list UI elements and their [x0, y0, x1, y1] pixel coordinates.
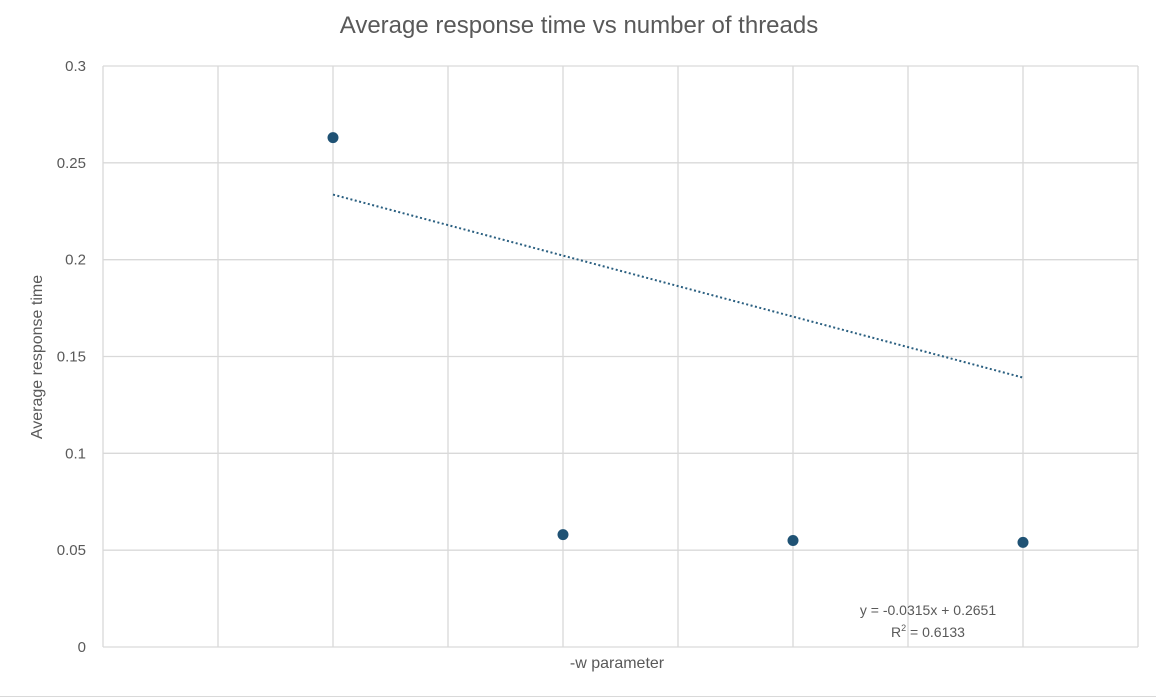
y-tick-label: 0.1: [65, 445, 86, 462]
data-point: [787, 534, 799, 546]
gridlines: [102, 65, 1139, 648]
r-squared-value: = 0.6133: [906, 624, 965, 640]
trendline-equation: y = -0.0315x + 0.2651: [860, 602, 996, 618]
data-point: [557, 529, 569, 541]
y-axis-title: Average response time: [29, 275, 46, 439]
y-tick-label: 0.05: [57, 542, 86, 559]
y-tick-label: 0.25: [57, 155, 86, 172]
r-squared-superscript: 2: [901, 623, 906, 633]
x-axis-title: -w parameter: [570, 655, 665, 672]
chart-title: Average response time vs number of threa…: [340, 12, 818, 39]
y-tick-label: 0: [78, 639, 86, 656]
trendline-group: [332, 193, 1024, 379]
data-point: [1017, 536, 1029, 548]
y-tick-label: 0.2: [65, 252, 86, 269]
y-tick-label: 0.3: [65, 58, 86, 75]
y-axis-tick-labels: 0 0.05 0.1 0.15 0.2 0.25 0.3: [57, 58, 86, 656]
data-point: [327, 132, 339, 144]
trendline: [332, 193, 1024, 379]
trendline-r-squared: R2 = 0.6133: [891, 623, 965, 640]
r-squared-label: R: [891, 624, 901, 640]
y-tick-label: 0.15: [57, 349, 86, 366]
data-points: [327, 132, 1029, 548]
